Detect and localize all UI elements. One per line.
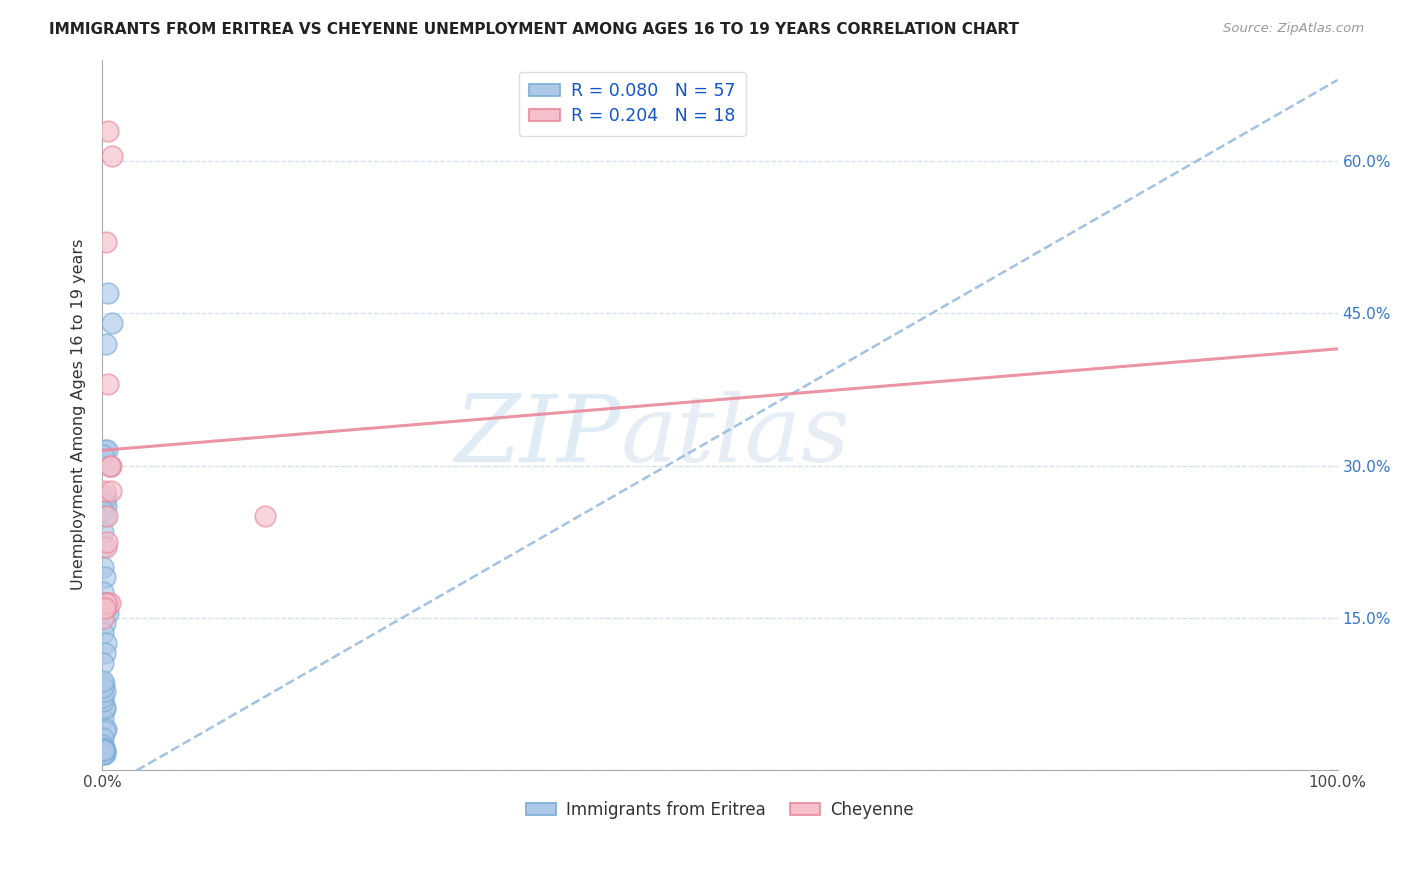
Point xyxy=(93,742,115,756)
Point xyxy=(93,702,115,716)
Point xyxy=(93,683,115,698)
Point xyxy=(93,443,115,458)
Point xyxy=(94,596,117,610)
Point xyxy=(93,694,115,708)
Point xyxy=(93,585,115,599)
Point xyxy=(93,673,115,688)
Point xyxy=(93,742,115,756)
Point xyxy=(91,745,114,759)
Point xyxy=(93,646,115,660)
Point xyxy=(94,723,117,737)
Text: IMMIGRANTS FROM ERITREA VS CHEYENNE UNEMPLOYMENT AMONG AGES 16 TO 19 YEARS CORRE: IMMIGRANTS FROM ERITREA VS CHEYENNE UNEM… xyxy=(49,22,1019,37)
Point xyxy=(93,687,115,701)
Point xyxy=(97,596,120,610)
Point xyxy=(93,626,115,640)
Point xyxy=(100,483,122,498)
Point xyxy=(93,483,115,498)
Point xyxy=(93,731,115,745)
Point xyxy=(93,677,115,691)
Point xyxy=(98,458,121,473)
Point xyxy=(93,524,115,539)
Point xyxy=(93,712,115,726)
Point xyxy=(97,606,120,620)
Point xyxy=(93,700,115,714)
Point xyxy=(93,745,115,759)
Point xyxy=(94,336,117,351)
Point xyxy=(93,747,115,761)
Point xyxy=(96,443,118,458)
Y-axis label: Unemployment Among Ages 16 to 19 years: Unemployment Among Ages 16 to 19 years xyxy=(72,239,86,591)
Point xyxy=(93,690,115,704)
Point xyxy=(96,600,118,615)
Point xyxy=(93,742,115,756)
Point xyxy=(97,123,120,137)
Point xyxy=(97,285,120,300)
Point xyxy=(93,560,115,574)
Point xyxy=(91,742,114,756)
Point xyxy=(93,742,115,756)
Point xyxy=(93,747,115,761)
Point xyxy=(94,489,117,503)
Point xyxy=(94,636,117,650)
Point xyxy=(94,540,117,554)
Point xyxy=(93,657,115,671)
Point xyxy=(91,742,114,756)
Text: atlas: atlas xyxy=(621,391,851,481)
Point xyxy=(96,534,118,549)
Point xyxy=(93,600,115,615)
Point xyxy=(91,540,114,554)
Point xyxy=(96,509,118,524)
Point xyxy=(94,596,117,610)
Text: ZIP: ZIP xyxy=(454,391,621,481)
Point xyxy=(101,149,124,163)
Point xyxy=(93,745,115,759)
Point xyxy=(93,509,115,524)
Point xyxy=(93,611,115,625)
Point xyxy=(93,738,115,752)
Point xyxy=(93,494,115,508)
Point xyxy=(100,458,122,473)
Point xyxy=(93,449,115,463)
Point xyxy=(93,745,115,759)
Point xyxy=(101,317,124,331)
Point xyxy=(93,615,115,630)
Point xyxy=(93,724,115,739)
Point xyxy=(93,596,115,610)
Point xyxy=(93,600,115,615)
Point xyxy=(97,377,120,392)
Point xyxy=(93,570,115,584)
Text: Source: ZipAtlas.com: Source: ZipAtlas.com xyxy=(1223,22,1364,36)
Point xyxy=(93,747,115,761)
Point xyxy=(94,235,117,250)
Point xyxy=(93,745,115,759)
Point xyxy=(98,596,121,610)
Point xyxy=(93,740,115,755)
Point xyxy=(254,509,277,524)
Point xyxy=(93,680,115,694)
Point xyxy=(93,504,115,518)
Point xyxy=(94,499,117,513)
Point xyxy=(93,494,115,508)
Point xyxy=(98,458,121,473)
Point xyxy=(93,596,115,610)
Legend: Immigrants from Eritrea, Cheyenne: Immigrants from Eritrea, Cheyenne xyxy=(519,794,921,826)
